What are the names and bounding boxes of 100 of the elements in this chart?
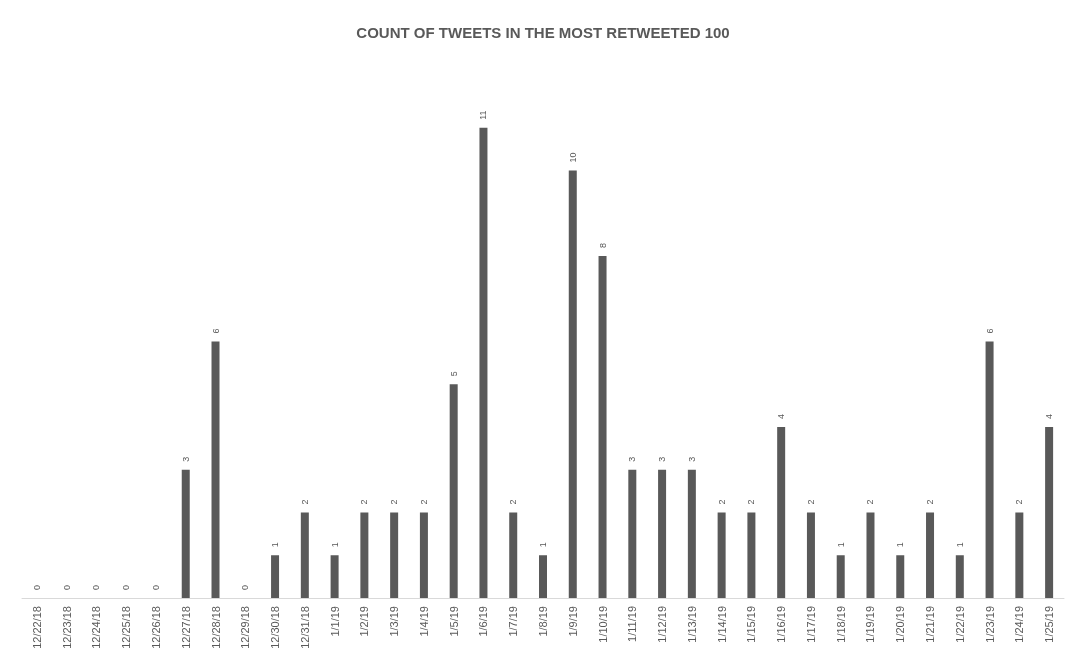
data-label: 2: [925, 499, 936, 505]
x-tick-label: 1/15/19: [745, 606, 758, 643]
data-label: 2: [299, 499, 310, 505]
data-label: 0: [240, 584, 251, 590]
data-label: 4: [1044, 413, 1055, 419]
bar: [747, 512, 756, 598]
bar: [300, 512, 309, 598]
data-label: 2: [389, 499, 400, 505]
x-tick-label: 1/18/19: [834, 606, 847, 643]
bar: [390, 512, 399, 598]
x-tick-label: 1/19/19: [864, 606, 877, 643]
data-label: 3: [686, 456, 697, 462]
bar: [806, 512, 815, 598]
x-tick-label: 1/1/19: [328, 606, 341, 637]
bar: [360, 512, 369, 598]
bar: [568, 170, 577, 598]
data-label: 3: [180, 456, 191, 462]
bar: [687, 469, 696, 598]
bar: [598, 256, 607, 598]
x-tick-label: 12/22/18: [30, 606, 43, 649]
data-label: 0: [121, 584, 132, 590]
bar: [717, 512, 726, 598]
data-label: 6: [984, 328, 995, 334]
x-tick-label: 1/10/19: [596, 606, 609, 643]
data-label: 1: [835, 542, 846, 548]
bar: [926, 512, 935, 598]
x-tick-label: 1/13/19: [685, 606, 698, 643]
x-tick-label: 1/23/19: [983, 606, 996, 643]
data-label: 0: [31, 584, 42, 590]
data-label: 2: [746, 499, 757, 505]
x-tick-label: 1/6/19: [477, 606, 490, 637]
x-tick-label: 1/11/19: [626, 606, 639, 642]
bar: [777, 427, 786, 598]
data-label: 1: [270, 542, 281, 548]
data-label: 2: [805, 499, 816, 505]
data-label: 1: [895, 542, 906, 548]
bar: [1045, 427, 1054, 598]
x-tick-label: 1/8/19: [537, 606, 549, 637]
x-tick-label: 1/2/19: [358, 606, 371, 637]
x-tick-label: 1/24/19: [1013, 606, 1026, 643]
data-label: 2: [716, 499, 727, 505]
data-label: 4: [776, 413, 787, 419]
data-label: 10: [567, 152, 578, 163]
x-tick-label: 1/12/19: [656, 606, 669, 643]
x-tick-label: 12/25/18: [120, 606, 133, 649]
bar: [539, 555, 547, 598]
bar: [479, 127, 488, 598]
bar: [658, 469, 667, 598]
bar: [211, 341, 220, 598]
bar: [896, 555, 905, 598]
x-tick-label: 12/26/18: [149, 606, 162, 649]
data-label: 1: [329, 542, 340, 548]
data-label: 1: [954, 542, 965, 548]
x-tick-label: 1/14/19: [715, 606, 728, 643]
bar: [271, 555, 280, 598]
data-label: 2: [418, 499, 429, 505]
data-label: 6: [210, 328, 221, 334]
data-label: 0: [150, 584, 161, 590]
x-tick-label: 1/17/19: [804, 606, 817, 643]
bar: [330, 555, 339, 598]
x-tick-label: 1/16/19: [775, 606, 788, 643]
data-label: 2: [865, 499, 876, 505]
bar: [955, 555, 964, 598]
x-tick-label: 12/28/18: [209, 606, 222, 649]
data-label: 2: [359, 499, 370, 505]
bar: [628, 469, 637, 598]
data-label: 2: [508, 499, 519, 505]
data-label: 8: [597, 242, 608, 248]
data-label: 1: [538, 542, 548, 548]
data-label: 2: [1014, 499, 1025, 505]
data-label: 3: [627, 456, 638, 462]
bar: [866, 512, 875, 598]
bar: [985, 341, 994, 598]
x-tick-label: 1/9/19: [566, 606, 579, 637]
data-label: 0: [61, 584, 72, 590]
x-tick-label: 1/4/19: [417, 606, 430, 637]
data-label: 0: [91, 584, 102, 590]
x-tick-label: 12/29/18: [239, 606, 252, 649]
bar: [449, 384, 458, 598]
chart-title: COUNT OF TWEETS IN THE MOST RETWEETED 100: [356, 24, 730, 41]
x-tick-label: 12/31/18: [298, 606, 311, 649]
data-label: 5: [448, 371, 459, 377]
x-tick-label: 1/5/19: [447, 606, 460, 637]
data-label: 11: [478, 110, 489, 120]
x-tick-label: 1/25/19: [1043, 606, 1056, 643]
data-label: 3: [657, 456, 668, 462]
x-tick-label: 12/27/18: [179, 606, 192, 649]
x-tick-label: 12/23/18: [60, 606, 73, 649]
x-tick-label: 1/22/19: [953, 606, 966, 643]
bar: [1015, 512, 1024, 598]
x-tick-label: 1/7/19: [507, 606, 520, 637]
x-tick-label: 12/30/18: [269, 606, 282, 649]
bar: [419, 512, 428, 598]
bar: [836, 555, 845, 598]
bar: [509, 512, 518, 598]
bar: [181, 469, 190, 598]
x-tick-label: 12/24/18: [90, 606, 103, 649]
x-tick-label: 1/21/19: [924, 606, 937, 643]
x-tick-label: 1/20/19: [894, 606, 907, 643]
x-tick-label: 1/3/19: [388, 606, 401, 637]
